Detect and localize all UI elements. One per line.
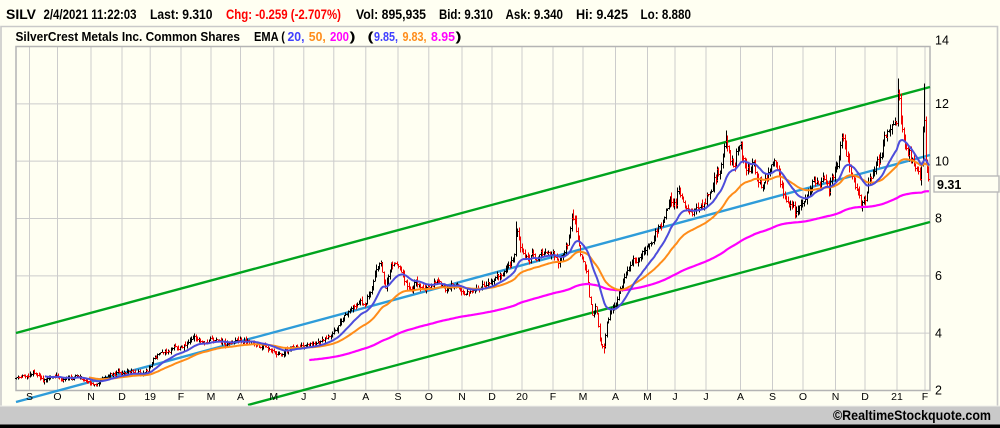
- svg-text:50,: 50,: [309, 29, 326, 44]
- svg-text:SILV: SILV: [6, 6, 37, 22]
- svg-text:Last: 9.310: Last: 9.310: [150, 6, 213, 22]
- svg-text:Hi: 9.425: Hi: 9.425: [576, 6, 628, 22]
- svg-text:10: 10: [935, 154, 949, 168]
- svg-text:J: J: [331, 391, 336, 403]
- svg-text:6: 6: [935, 269, 942, 283]
- svg-text:9.83,: 9.83,: [403, 29, 427, 44]
- svg-text:Bid: 9.310: Bid: 9.310: [439, 6, 493, 22]
- svg-text:): ): [350, 29, 356, 44]
- svg-text:20: 20: [516, 391, 528, 403]
- svg-text:SilverCrest Metals Inc. Common: SilverCrest Metals Inc. Common Shares: [16, 29, 241, 44]
- svg-text:2: 2: [935, 384, 942, 398]
- svg-text:F: F: [550, 391, 556, 403]
- svg-text:8.95: 8.95: [431, 29, 455, 44]
- svg-text:8: 8: [935, 212, 942, 226]
- svg-text:12: 12: [935, 97, 949, 111]
- svg-text:M: M: [207, 391, 216, 403]
- svg-text:21: 21: [891, 391, 903, 403]
- svg-text:19: 19: [144, 391, 156, 403]
- svg-text:): ): [456, 29, 462, 44]
- svg-text:Lo: 8.880: Lo: 8.880: [641, 6, 692, 22]
- svg-text:D: D: [488, 391, 496, 403]
- svg-text:F: F: [922, 391, 928, 403]
- svg-text:A: A: [612, 391, 619, 403]
- svg-text:O: O: [53, 391, 61, 403]
- svg-text:14: 14: [935, 34, 949, 48]
- svg-text:2/4/2021 11:22:03: 2/4/2021 11:22:03: [44, 6, 137, 22]
- svg-text:D: D: [861, 391, 869, 403]
- svg-text:S: S: [394, 391, 401, 403]
- svg-text:M: M: [269, 391, 278, 403]
- svg-text:Chg: -0.259 (-2.707%): Chg: -0.259 (-2.707%): [226, 6, 341, 22]
- svg-text:N: N: [832, 391, 840, 403]
- svg-text:20,: 20,: [288, 29, 305, 44]
- svg-text:200: 200: [330, 29, 349, 44]
- svg-text:J: J: [703, 391, 708, 403]
- svg-text:J: J: [672, 391, 677, 403]
- svg-text:F: F: [178, 391, 184, 403]
- svg-text:J: J: [301, 391, 306, 403]
- svg-text:N: N: [458, 391, 466, 403]
- svg-text:O: O: [799, 391, 807, 403]
- svg-text:M: M: [643, 391, 652, 403]
- svg-text:(: (: [368, 29, 375, 44]
- svg-text:N: N: [87, 391, 95, 403]
- svg-text:M: M: [579, 391, 588, 403]
- svg-text:9.85,: 9.85,: [374, 29, 398, 44]
- svg-text:Vol: 895,935: Vol: 895,935: [356, 6, 426, 22]
- svg-text:EMA (: EMA (: [254, 29, 286, 44]
- svg-text:4: 4: [935, 326, 942, 340]
- svg-text:O: O: [425, 391, 433, 403]
- svg-text:9.31: 9.31: [937, 178, 961, 192]
- svg-text:A: A: [737, 391, 744, 403]
- svg-text:©RealtimeStockquote.com: ©RealtimeStockquote.com: [833, 407, 991, 423]
- svg-text:S: S: [769, 391, 776, 403]
- svg-text:S: S: [26, 391, 33, 403]
- svg-text:A: A: [237, 391, 244, 403]
- svg-text:D: D: [118, 391, 126, 403]
- svg-text:A: A: [362, 391, 369, 403]
- svg-text:Ask: 9.340: Ask: 9.340: [506, 6, 564, 22]
